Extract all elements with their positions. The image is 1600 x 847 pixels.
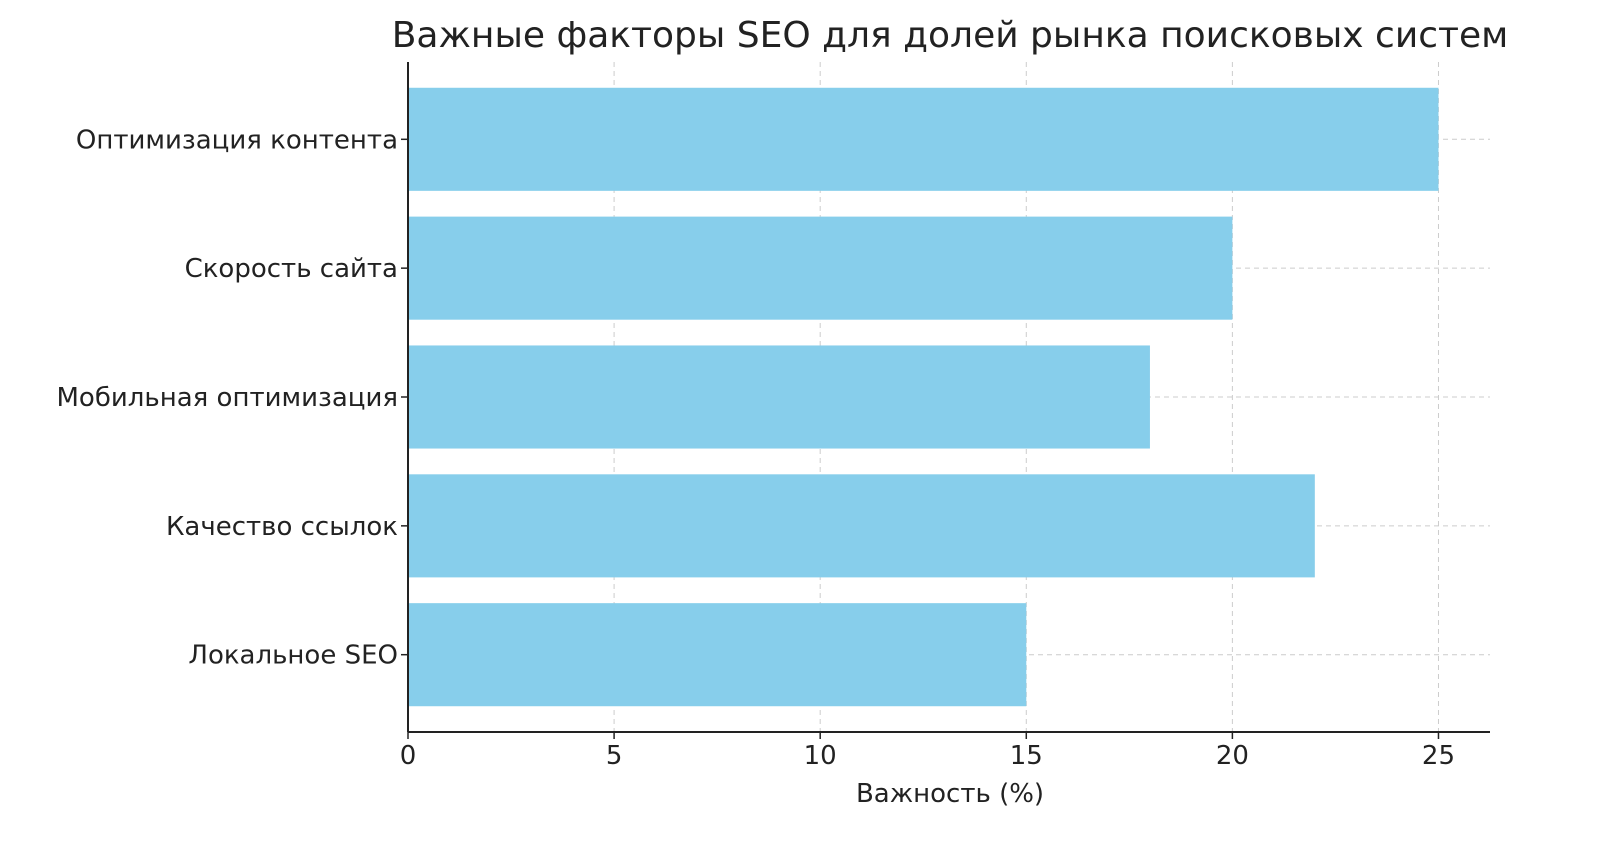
axes: 0 5 10 15 20 25 Оптимизация контента Скорость с… <box>56 62 1490 771</box>
y-tick-label: Оптимизация контента <box>76 125 398 155</box>
x-tick-label: 25 <box>1422 741 1455 771</box>
x-tick-label: 20 <box>1216 741 1249 771</box>
x-tick-label: 0 <box>400 741 417 771</box>
y-tick-label: Качество ссылок <box>166 512 398 542</box>
y-tick-label: Локальное SEO <box>188 641 398 671</box>
y-tick-label: Скорость сайта <box>185 254 398 284</box>
x-tick-label: 15 <box>1010 741 1043 771</box>
bars <box>408 87 1439 707</box>
x-axis-label: Важность (%) <box>856 779 1044 809</box>
x-tick-label: 5 <box>606 741 623 771</box>
x-tick-label: 10 <box>804 741 837 771</box>
bar <box>408 216 1233 320</box>
y-tick-label: Мобильная оптимизация <box>56 383 398 413</box>
bar <box>408 603 1027 707</box>
bar <box>408 87 1439 191</box>
chart-title: Важные факторы SEO для долей рынка поиск… <box>392 15 1509 56</box>
bar <box>408 474 1315 578</box>
bar <box>408 345 1150 449</box>
